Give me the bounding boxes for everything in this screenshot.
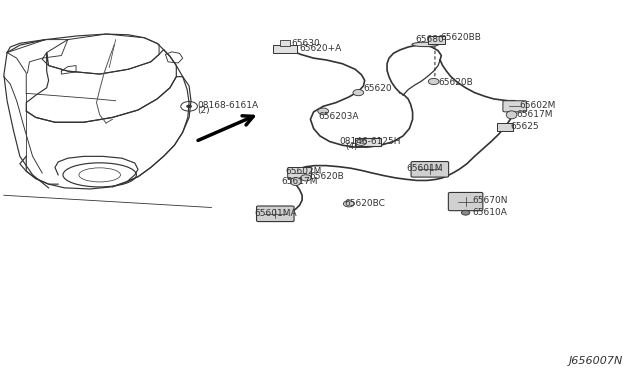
Text: 65680: 65680 xyxy=(416,35,445,44)
Text: 08168-6161A: 08168-6161A xyxy=(197,101,259,110)
FancyBboxPatch shape xyxy=(355,138,381,146)
Text: B: B xyxy=(359,140,363,145)
Text: 65620+A: 65620+A xyxy=(300,44,342,53)
Text: J656007N: J656007N xyxy=(569,356,623,366)
Circle shape xyxy=(353,90,364,96)
Text: (4): (4) xyxy=(346,142,358,151)
FancyBboxPatch shape xyxy=(503,101,527,112)
FancyBboxPatch shape xyxy=(257,206,294,222)
Text: 65620B: 65620B xyxy=(438,78,473,87)
Text: 65620BC: 65620BC xyxy=(344,199,385,208)
Text: 65602M: 65602M xyxy=(285,167,321,176)
Circle shape xyxy=(318,108,328,114)
Circle shape xyxy=(461,210,470,215)
Text: 65620BB: 65620BB xyxy=(440,32,481,42)
Text: 65610A: 65610A xyxy=(472,208,507,217)
Text: 65601M: 65601M xyxy=(406,164,443,173)
Text: 65601MA: 65601MA xyxy=(255,209,298,218)
FancyBboxPatch shape xyxy=(280,39,290,46)
FancyBboxPatch shape xyxy=(497,123,513,131)
Ellipse shape xyxy=(412,42,439,46)
Ellipse shape xyxy=(506,111,517,119)
Text: 65670N: 65670N xyxy=(472,196,508,205)
Ellipse shape xyxy=(291,177,301,186)
Circle shape xyxy=(186,105,192,108)
FancyBboxPatch shape xyxy=(411,161,449,177)
Text: 65602M: 65602M xyxy=(519,101,556,110)
Text: 656203A: 656203A xyxy=(319,112,359,121)
FancyBboxPatch shape xyxy=(288,167,312,179)
Text: 65625: 65625 xyxy=(510,122,539,131)
Text: 65617M: 65617M xyxy=(282,177,318,186)
Text: 65617M: 65617M xyxy=(516,110,553,119)
FancyBboxPatch shape xyxy=(273,45,297,53)
FancyBboxPatch shape xyxy=(428,36,445,44)
Text: 65620B: 65620B xyxy=(309,172,344,181)
Circle shape xyxy=(344,201,354,207)
Text: 65630: 65630 xyxy=(291,39,320,48)
FancyBboxPatch shape xyxy=(449,192,483,211)
Circle shape xyxy=(428,78,439,84)
Text: 08146-6125H: 08146-6125H xyxy=(339,137,401,146)
Circle shape xyxy=(301,175,311,181)
Text: 65620: 65620 xyxy=(364,84,392,93)
Text: (2): (2) xyxy=(197,106,210,115)
